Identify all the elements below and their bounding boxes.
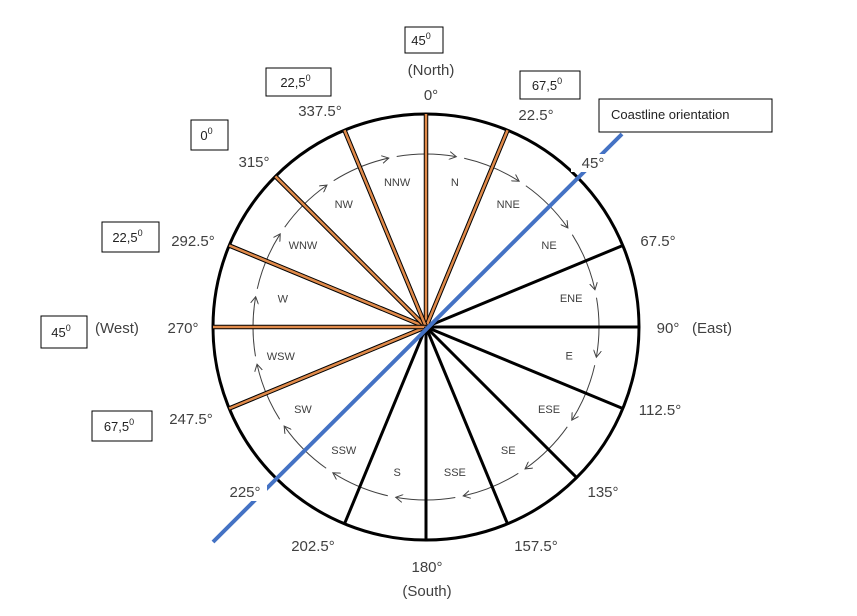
- sector-label-nnw: NNW: [384, 177, 411, 189]
- angle-box-west-frame: [40, 315, 88, 349]
- deg-247-5-label-group: 247.5°: [169, 411, 213, 428]
- deg-67-5-label: 67.5°: [640, 233, 675, 250]
- radial-line-orange: [228, 244, 427, 329]
- deg-270-label-group: 270°: [167, 320, 198, 337]
- radial-line-orange: [343, 129, 428, 328]
- coastline-label-box: Coastline orientation: [598, 98, 773, 133]
- sector-label-ene: ENE: [560, 293, 583, 305]
- angle-box-wnw-degree-sup: 0: [138, 228, 143, 238]
- deg-90-label-group: 90°: [657, 320, 680, 337]
- angle-box-nne-degree-sup: 0: [557, 76, 562, 86]
- deg-225-label-group: 225°: [223, 483, 267, 501]
- deg-45-label-group: 45°: [571, 154, 615, 172]
- radial-line-black: [425, 244, 624, 329]
- sector-label-ese: ESE: [538, 404, 560, 416]
- deg-202-5-label: 202.5°: [291, 538, 335, 555]
- deg-247-5-label: 247.5°: [169, 411, 213, 428]
- radial-line-orange: [424, 129, 509, 328]
- north-label: (North): [408, 62, 455, 79]
- angle-box-wnw-value: 22,50: [112, 228, 142, 245]
- sector-label-nne: NNE: [497, 199, 520, 211]
- sector-label-s: S: [393, 467, 400, 479]
- sector-label-sse: SSE: [444, 467, 466, 479]
- deg-0-label: 0°: [424, 87, 438, 104]
- sector-label-ne: NE: [541, 240, 556, 252]
- deg-315-label: 315°: [238, 154, 269, 171]
- angle-box-north-frame: [404, 26, 444, 54]
- deg-22-5-label: 22.5°: [518, 107, 553, 124]
- angle-box-west-degree-sup: 0: [66, 323, 71, 333]
- label-backdrop: [571, 154, 615, 172]
- sector-label-nw: NW: [335, 199, 354, 211]
- sector-label-ssw: SSW: [331, 445, 357, 457]
- deg-180-label-group: 180°: [411, 559, 442, 576]
- deg-157-5-label-group: 157.5°: [514, 538, 558, 555]
- coastline-line: [211, 132, 624, 544]
- deg-135-label: 135°: [587, 484, 618, 501]
- deg-157-5-label: 157.5°: [514, 538, 558, 555]
- angle-box-wnw: 22,50: [101, 221, 160, 253]
- angle-box-wsw-value: 67,50: [104, 417, 134, 434]
- angle-box-west: 450: [40, 315, 88, 349]
- degree-labels: 0° 22.5° 45° 67.5° 90° 112.5° 135° 157.5° 180° 20…: [167, 87, 681, 576]
- sector-label-wsw: WSW: [267, 351, 296, 363]
- angle-box-wnw-frame: [101, 221, 160, 253]
- deg-90-label: 90°: [657, 320, 680, 337]
- radial-line-orange: [274, 175, 427, 328]
- deg-315-label-group: 315°: [238, 154, 269, 171]
- deg-180-label: 180°: [411, 559, 442, 576]
- angle-box-nne-frame: [519, 70, 581, 100]
- angle-box-north: 450: [404, 26, 444, 54]
- deg-0-label-group: 0°: [424, 87, 438, 104]
- angle-box-nw-frame: [190, 119, 229, 151]
- deg-135-label-group: 135°: [587, 484, 618, 501]
- angle-box-wsw-degree-sup: 0: [129, 417, 134, 427]
- deg-202-5-label-group: 202.5°: [291, 538, 335, 555]
- deg-292-5-label: 292.5°: [171, 233, 215, 250]
- deg-45-label: 45°: [582, 155, 605, 172]
- angle-box-north-degree-sup: 0: [426, 31, 431, 41]
- angle-box-nnw-value: 22,50: [280, 73, 310, 90]
- deg-270-label: 270°: [167, 320, 198, 337]
- radial-line-black: [424, 326, 509, 525]
- deg-337-5-label: 337.5°: [298, 103, 342, 120]
- deg-337-5-label-group: 337.5°: [298, 103, 342, 120]
- west-label: (West): [95, 320, 139, 337]
- angle-box-nne-value: 67,50: [532, 76, 562, 93]
- angle-box-nnw-degree-sup: 0: [306, 73, 311, 83]
- radial-line-orange: [228, 325, 427, 410]
- sector-label-e: E: [566, 350, 573, 362]
- coastline-label: Coastline orientation: [611, 107, 730, 122]
- radial-lines: [213, 114, 639, 540]
- deg-225-label: 225°: [229, 484, 260, 501]
- east-label: (East): [692, 320, 732, 337]
- radial-line-black: [343, 326, 428, 525]
- angle-box-wsw: 67,50: [91, 410, 153, 442]
- sector-label-sw: SW: [294, 404, 312, 416]
- deg-112-5-label-group: 112.5°: [639, 402, 681, 419]
- label-backdrop: [223, 483, 267, 501]
- deg-112-5-label: 112.5°: [639, 402, 681, 419]
- angle-box-wsw-frame: [91, 410, 153, 442]
- angle-box-nne: 67,50: [519, 70, 581, 100]
- deg-292-5-label-group: 292.5°: [171, 233, 215, 250]
- angle-box-nw-degree-sup: 0: [208, 126, 213, 136]
- sector-label-w: W: [278, 294, 289, 306]
- angle-box-nnw-frame: [265, 67, 332, 97]
- radial-line-black: [425, 325, 624, 410]
- radial-line-black: [424, 325, 578, 479]
- deg-67-5-label-group: 67.5°: [640, 233, 675, 250]
- south-label: (South): [402, 583, 451, 600]
- angle-box-nw: 00: [190, 119, 229, 151]
- sector-label-se: SE: [501, 445, 516, 457]
- sector-label-wnw: WNW: [289, 240, 318, 252]
- sector-label-n: N: [451, 177, 459, 189]
- deg-22-5-label-group: 22.5°: [518, 107, 553, 124]
- sector-labels: N NNE NE ENE E ESE SE SSE S SSW SW WSW W WNW NW NNW: [267, 177, 583, 479]
- angle-box-nnw: 22,50: [265, 67, 332, 97]
